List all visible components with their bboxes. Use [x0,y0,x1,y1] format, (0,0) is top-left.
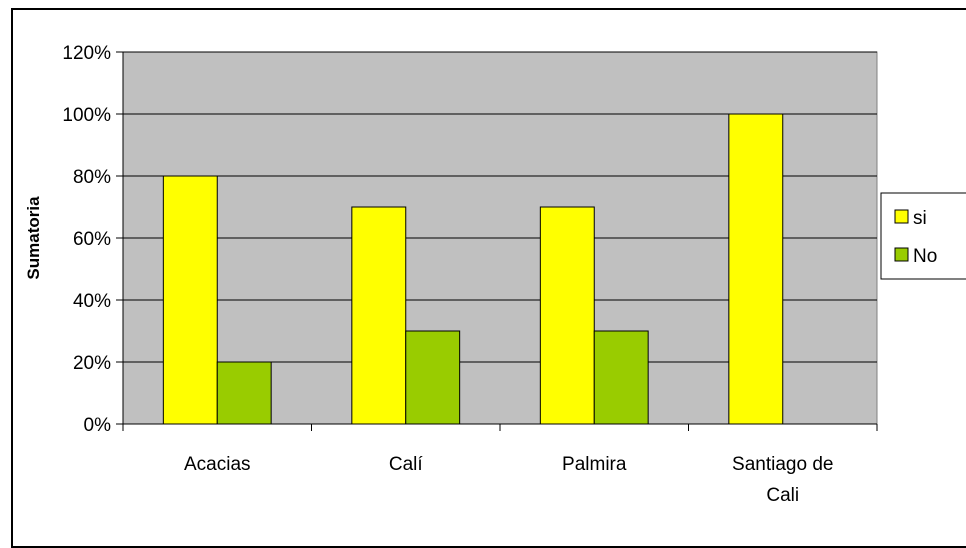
x-tick-label: Calí [389,454,424,475]
axis-labels: 0% 20% 40% 60% 80% 100% 120% Acacias Calí Palmira… [62,43,833,506]
legend-swatch [894,209,909,224]
y-tick-label: 100% [62,105,111,126]
legend: si No [880,192,966,280]
x-tick-label: Santiago de [732,454,833,475]
legend-label: No [913,246,937,267]
y-tick-label: 0% [84,415,112,436]
bar-no-1 [405,330,461,425]
legend-swatch [894,247,909,262]
legend-box [880,192,966,280]
bar-no-2 [593,330,649,425]
y-tick-label: 120% [62,43,111,64]
x-tick-label: Palmira [562,454,627,475]
bar-si-1 [351,206,407,425]
bar-si-0 [162,175,218,425]
y-tick-label: 60% [73,229,111,250]
y-tick-label: 20% [73,353,111,374]
bar-si-2 [539,206,595,425]
bar-chart: 0% 20% 40% 60% 80% 100% 120% Acacias Calí Palmira… [24,43,966,506]
y-tick-label: 80% [73,167,111,188]
legend-label: si [913,208,927,229]
x-tick-label: Cali [766,485,799,506]
x-tick-label: Acacias [184,454,251,475]
y-tick-label: 40% [73,291,111,312]
y-axis-label: Sumatoria [24,196,43,280]
bar-si-3 [728,113,784,425]
bar-no-0 [216,361,272,425]
axes [116,51,878,431]
